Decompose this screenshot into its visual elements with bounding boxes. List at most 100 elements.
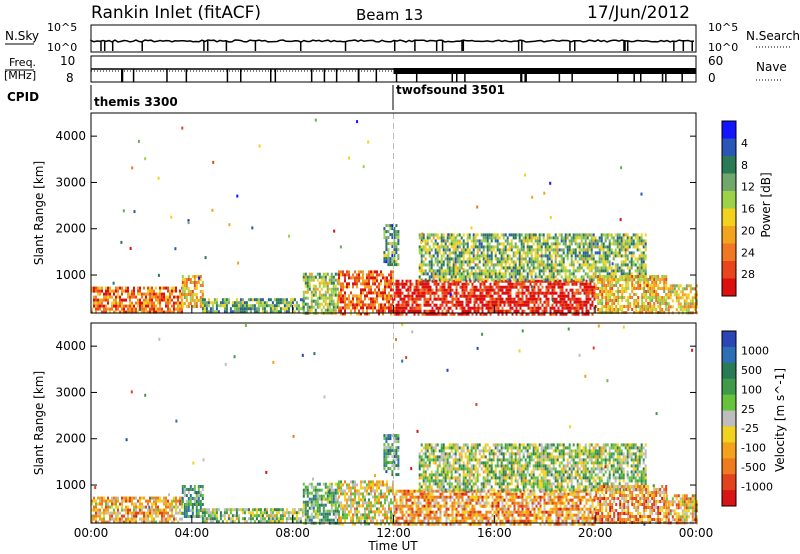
range-gate-cell [514, 266, 517, 270]
range-gate-cell [518, 260, 521, 264]
range-gate-cell [573, 279, 576, 283]
range-gate-cell [604, 263, 607, 267]
range-gate-cell [133, 520, 135, 524]
range-gate-cell [356, 300, 358, 304]
range-gate-cell [506, 269, 509, 273]
range-gate-cell [423, 279, 426, 283]
range-gate-cell [302, 482, 305, 486]
range-gate-cell [605, 275, 608, 278]
range-gate-cell [622, 242, 625, 246]
range-gate-cell [547, 297, 550, 301]
range-gate-cell [693, 287, 696, 291]
range-gate-cell [183, 488, 186, 491]
range-gate-cell [380, 492, 382, 496]
range-gate-cell [605, 284, 608, 287]
range-gate-cell [382, 273, 384, 277]
range-gate-cell [356, 303, 358, 307]
range-gate-cell [407, 285, 410, 289]
range-gate-cell [326, 494, 329, 498]
range-gate-cell [324, 293, 327, 297]
range-gate-cell [193, 281, 196, 284]
range-gate-cell [139, 286, 141, 290]
range-gate-cell [572, 266, 575, 270]
range-gate-cell [378, 492, 380, 496]
range-gate-cell [560, 269, 563, 273]
range-gate-cell [135, 511, 137, 515]
range-gate-cell [389, 257, 392, 261]
range-gate-cell [368, 483, 370, 487]
range-gate-cell [350, 300, 352, 304]
range-gate-cell [434, 248, 437, 252]
range-gate-cell [295, 514, 298, 518]
range-gate-cell [399, 282, 402, 286]
range-gate-cell [297, 517, 300, 521]
range-gate-cell [592, 266, 595, 270]
range-gate-cell [401, 300, 404, 304]
range-gate-cell [584, 233, 587, 237]
range-gate-cell [628, 242, 631, 246]
range-gate-cell [378, 513, 380, 517]
range-gate-cell [354, 498, 356, 502]
range-gate-cell [602, 257, 605, 261]
range-gate-cell [588, 248, 591, 252]
range-gate-cell [467, 291, 470, 295]
range-gate-cell [223, 514, 226, 518]
y-tick-label: 1000 [55, 268, 86, 282]
range-gate-cell [207, 517, 210, 521]
range-gate-cell [430, 269, 433, 273]
range-gate-cell [689, 290, 692, 294]
range-gate-cell [501, 300, 504, 304]
range-gate-cell [424, 263, 427, 267]
range-gate-cell [151, 289, 153, 293]
range-gate-cell [423, 309, 426, 313]
range-gate-cell [540, 269, 543, 273]
range-gate-cell [185, 509, 188, 512]
range-gate-cell [538, 266, 541, 270]
range-gate-cell [119, 304, 121, 308]
range-gate-cell [253, 307, 256, 311]
range-gate-cell [628, 260, 631, 264]
range-gate-cell [687, 293, 690, 297]
range-gate-cell [571, 282, 574, 286]
range-gate-cell [308, 482, 311, 486]
range-gate-cell [167, 295, 169, 299]
range-gate-cell [105, 520, 107, 524]
range-gate-cell [354, 309, 356, 313]
range-gate-cell [506, 248, 509, 252]
range-gate-cell [366, 312, 368, 316]
range-gate-cell [145, 511, 147, 515]
range-gate-cell [556, 272, 559, 276]
range-gate-cell [574, 257, 577, 261]
range-gate-cell [570, 236, 573, 240]
range-gate-cell [397, 306, 400, 310]
range-gate-cell [515, 291, 518, 295]
range-gate-cell [573, 291, 576, 295]
range-gate-cell [603, 287, 606, 290]
range-gate-cell [468, 251, 471, 255]
range-gate-cell [573, 294, 576, 298]
range-gate-cell [422, 260, 425, 264]
range-gate-cell [306, 308, 309, 312]
range-gate-cell [253, 310, 256, 314]
range-gate-cell [211, 508, 214, 512]
range-gate-cell [356, 312, 358, 316]
isolated-echo [339, 245, 342, 249]
range-gate-cell [255, 514, 258, 518]
range-gate-cell [173, 307, 175, 311]
range-gate-cell [460, 236, 463, 240]
range-gate-cell [391, 263, 394, 267]
range-gate-cell [119, 301, 121, 305]
range-gate-cell [362, 513, 364, 517]
range-gate-cell [332, 278, 335, 282]
range-gate-cell [443, 297, 446, 301]
range-gate-cell [259, 301, 262, 305]
range-gate-cell [199, 290, 202, 293]
range-gate-cell [573, 306, 576, 310]
range-gate-cell [441, 300, 444, 304]
range-gate-cell [581, 288, 584, 292]
range-gate-cell [671, 287, 674, 291]
range-gate-cell [189, 293, 192, 296]
range-gate-cell [653, 278, 656, 281]
range-gate-cell [285, 307, 288, 311]
range-gate-cell [346, 516, 348, 520]
